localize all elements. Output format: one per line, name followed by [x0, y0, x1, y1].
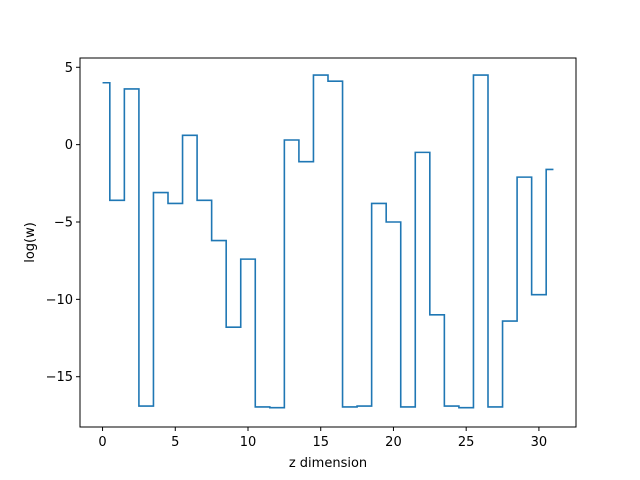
x-tick-label: 25: [458, 435, 475, 450]
x-tick-label: 20: [385, 435, 402, 450]
x-axis: 0 5 10 15 20 25 30: [98, 427, 547, 450]
plot-line-layer: [102, 74, 554, 409]
y-tick-label: 5: [65, 61, 73, 76]
y-tick-label: −15: [46, 370, 73, 385]
y-axis: 5 0 −5 −10 −15: [46, 61, 80, 385]
y-axis-label: log(w): [23, 222, 38, 263]
series-step-line: [102, 74, 554, 409]
x-tick-label: 0: [98, 435, 106, 450]
x-tick-label: 30: [531, 435, 548, 450]
x-tick-label: 15: [312, 435, 329, 450]
axes-frame: [79, 57, 577, 428]
y-tick-label: 0: [65, 138, 73, 153]
x-tick-label: 5: [171, 435, 179, 450]
x-axis-label: z dimension: [289, 456, 367, 471]
x-tick-label: 10: [240, 435, 257, 450]
y-tick-label: −10: [46, 293, 73, 308]
y-tick-label: −5: [54, 216, 73, 231]
